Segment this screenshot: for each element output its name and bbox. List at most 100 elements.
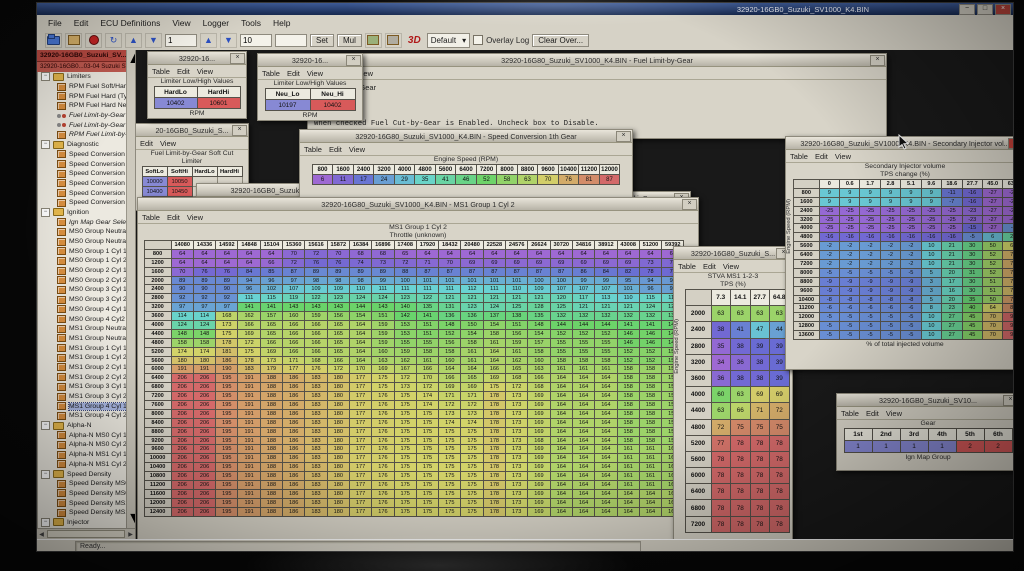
table-cell[interactable]: 175 <box>415 417 440 428</box>
tree-collapse-icon[interactable]: − <box>41 421 50 431</box>
radio-option-on[interactable]: on <box>308 104 886 115</box>
table-cell[interactable]: 109 <box>326 284 350 295</box>
table-cell[interactable]: 164 <box>594 417 618 428</box>
tree-item-ms1-group-1-cyl-1[interactable]: MS1 Group 1 Cyl 1 <box>37 343 135 353</box>
table-cell[interactable]: 186 <box>282 400 306 410</box>
table-cell[interactable]: 85 <box>259 266 284 277</box>
table-cell[interactable]: 89 <box>326 266 350 277</box>
table-cell[interactable]: 78 <box>749 515 770 533</box>
table-cell[interactable]: 101 <box>438 275 462 286</box>
table-cell[interactable]: 20 <box>941 267 963 278</box>
table-cell[interactable]: 191 <box>237 471 261 482</box>
table-cell[interactable]: 173 <box>505 462 529 473</box>
table-cell[interactable]: 70 <box>1002 285 1013 296</box>
table-cell[interactable]: 164 <box>438 364 462 375</box>
table-cell[interactable]: 159 <box>371 328 395 339</box>
table-cell[interactable]: 178 <box>482 408 507 419</box>
table-cell[interactable]: 175 <box>438 435 462 446</box>
table-cell[interactable]: 164 <box>571 462 596 473</box>
table-cell[interactable]: 167 <box>393 364 417 375</box>
table-cell[interactable]: 24 <box>1002 232 1013 243</box>
table-cell[interactable]: 24 <box>373 174 395 185</box>
table-cell[interactable]: 123 <box>393 293 417 304</box>
table-cell[interactable]: 151 <box>415 328 440 339</box>
menu-item-view[interactable]: View <box>186 212 203 222</box>
table-cell[interactable]: 164 <box>594 480 618 490</box>
table-cell[interactable]: 206 <box>170 462 194 473</box>
table-cell[interactable]: 40 <box>961 303 983 314</box>
profile-dropdown[interactable]: Default ▾ <box>426 32 471 48</box>
table-cell[interactable]: 173 <box>505 426 529 437</box>
table-cell[interactable]: 99 <box>594 275 618 286</box>
table-cell[interactable]: 166 <box>326 355 350 366</box>
table-cell[interactable]: 158 <box>192 337 217 348</box>
table-cell[interactable]: 64 <box>215 248 239 259</box>
table-cell[interactable]: 183 <box>304 382 328 393</box>
table-cell[interactable]: 161 <box>594 364 618 375</box>
table-cell[interactable]: 157 <box>527 337 551 348</box>
table-cell[interactable]: 69 <box>769 386 790 404</box>
table-cell[interactable]: 121 <box>482 293 507 304</box>
table-cell[interactable]: 206 <box>192 417 217 428</box>
table-cell[interactable]: 98 <box>348 275 373 286</box>
table-cell[interactable]: 186 <box>282 471 306 482</box>
table-cell[interactable]: -6 <box>839 303 861 314</box>
menu-item-edit[interactable]: Edit <box>73 17 89 28</box>
table-cell[interactable]: 64 <box>616 248 640 259</box>
table-cell[interactable]: 173 <box>505 408 529 419</box>
table-cell[interactable]: 183 <box>304 471 328 482</box>
table-cell[interactable]: 183 <box>304 417 328 428</box>
table-cell[interactable]: -8 <box>859 294 881 305</box>
table-cell[interactable]: 162 <box>393 355 417 366</box>
tree-item-speed-density-ms1-c[interactable]: Speed Density MS1 C <box>37 498 135 508</box>
menu-item-edit[interactable]: Edit <box>814 151 828 161</box>
table-cell[interactable]: 111 <box>482 284 507 295</box>
table-cell[interactable]: 165 <box>326 320 350 330</box>
table-cell[interactable]: 186 <box>215 355 239 366</box>
table-cell[interactable]: 178 <box>482 471 507 482</box>
table-cell[interactable]: -5 <box>818 312 841 323</box>
table-cell[interactable]: 114 <box>170 311 194 322</box>
tree-item-ignition[interactable]: − Ignition <box>37 207 135 218</box>
table-cell[interactable]: 143 <box>371 302 395 313</box>
table-cell[interactable]: 164 <box>549 462 573 473</box>
table-cell[interactable]: 64 <box>259 248 284 259</box>
table-cell[interactable]: 191 <box>192 364 217 375</box>
table-cell[interactable]: 164 <box>571 400 596 410</box>
table-cell[interactable]: 173 <box>505 488 529 499</box>
menu-item-table[interactable]: Table <box>304 144 322 154</box>
tree-item-ign-map-gear-select[interactable]: Ign Map Gear Select <box>37 217 135 227</box>
table-cell[interactable]: -23 <box>961 214 983 225</box>
table-cell[interactable]: 173 <box>505 497 529 508</box>
table-cell[interactable]: 195 <box>215 497 239 508</box>
table-cell[interactable]: -9 <box>879 276 902 287</box>
table-cell[interactable]: 175 <box>371 373 395 384</box>
table-cell[interactable]: 176 <box>371 408 395 419</box>
table-cell[interactable]: 191 <box>237 488 261 499</box>
table-cell[interactable]: 156 <box>326 311 350 322</box>
table-cell[interactable]: 164 <box>594 435 618 446</box>
table-cell[interactable]: 70 <box>981 321 1004 332</box>
table-cell[interactable]: 64 <box>438 248 462 259</box>
table-cell[interactable]: 36 <box>710 369 731 388</box>
table-cell[interactable]: 190 <box>215 364 239 375</box>
table-cell[interactable]: 180 <box>326 480 350 490</box>
menu-item-edit[interactable]: Edit <box>702 261 716 271</box>
table-cell[interactable]: 10601 <box>196 97 241 109</box>
table-cell[interactable]: 186 <box>282 462 306 473</box>
table-cell[interactable]: 84 <box>594 266 618 277</box>
table-cell[interactable]: -5 <box>859 321 881 332</box>
table-cell[interactable]: -25 <box>900 205 922 216</box>
table-cell[interactable]: 120 <box>549 293 573 304</box>
table-cell[interactable]: 169 <box>527 453 551 464</box>
table-cell[interactable]: 164 <box>571 391 596 402</box>
table-cell[interactable]: 169 <box>371 364 395 375</box>
table-cell[interactable]: 164 <box>594 462 618 473</box>
table-cell[interactable]: 191 <box>237 400 261 410</box>
table-cell[interactable]: 1 <box>927 440 957 453</box>
table-cell[interactable]: 164 <box>549 471 573 482</box>
table-cell[interactable]: 164 <box>549 408 573 419</box>
table-cell[interactable]: 158 <box>638 373 663 384</box>
table-cell[interactable]: 175 <box>415 480 440 490</box>
table-cell[interactable]: 162 <box>505 355 529 366</box>
